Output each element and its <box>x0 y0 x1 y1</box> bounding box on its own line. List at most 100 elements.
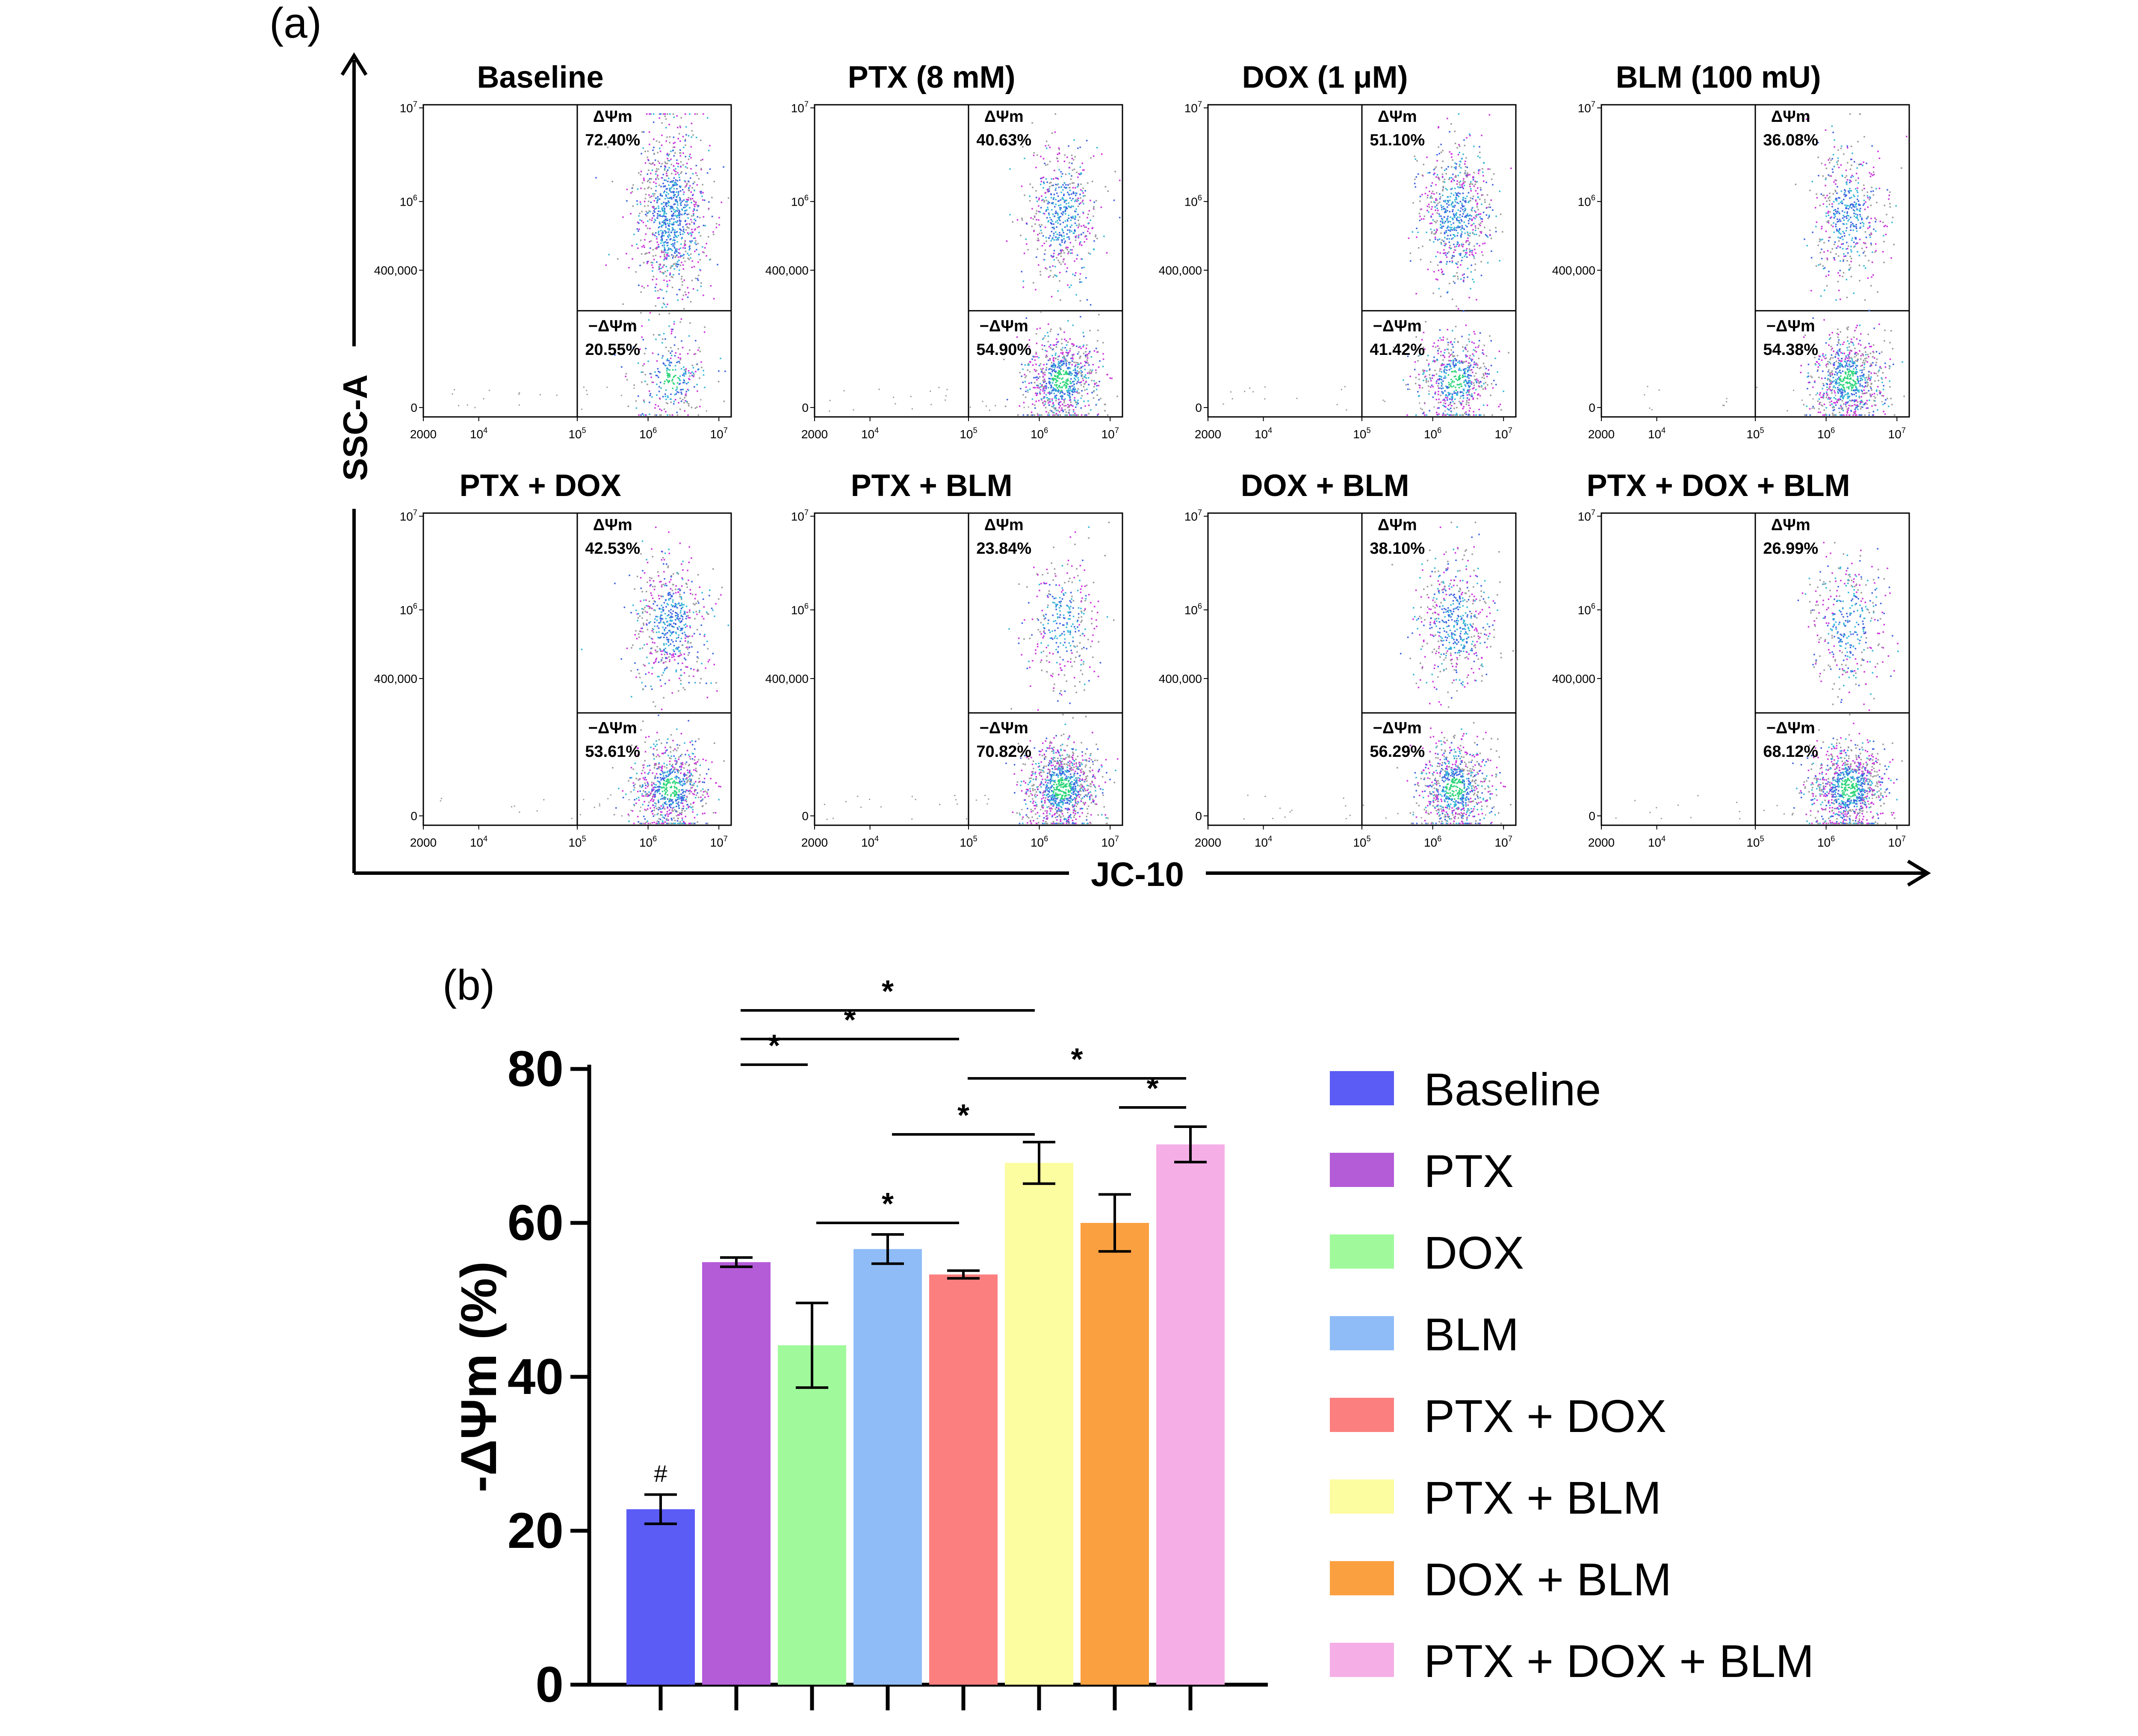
legend-label: BLM <box>1424 1308 1519 1360</box>
gate-lower-label: −ΔΨm <box>1766 317 1815 335</box>
legend-swatch <box>1330 1643 1394 1677</box>
x-tick-label: 2000 <box>1195 836 1221 849</box>
x-tick-label: 106 <box>1424 834 1441 849</box>
gate-upper-label: ΔΨm <box>1771 108 1810 126</box>
gate-lower-label: −ΔΨm <box>588 719 637 737</box>
x-tick-label: 106 <box>1424 426 1441 441</box>
bar-y-tick-label: 60 <box>508 1195 564 1251</box>
y-axis-label-backdrop <box>329 346 381 509</box>
x-tick-label: 107 <box>1101 834 1119 849</box>
y-tick-label: 106 <box>400 194 417 209</box>
flow-plot-title: PTX + DOX + BLM <box>1587 469 1850 503</box>
flow-plot: PTX (8 mM) 107 106 400,000 0 2000 104 105 106 107… <box>765 60 1123 441</box>
x-tick-label: 104 <box>1648 426 1666 441</box>
legend-label: PTX <box>1424 1145 1514 1197</box>
x-tick-label: 107 <box>1888 426 1906 441</box>
panel-a-x-arrowhead <box>1907 859 1931 887</box>
x-tick-label: 2000 <box>1588 428 1615 441</box>
event-dots <box>1223 113 1512 416</box>
flow-plots: Baseline 107 106 400,000 0 2000 104 105 106 107 ΔΨ… <box>374 60 1910 849</box>
x-tick-label: 104 <box>470 426 487 441</box>
bar-y-tick-label: 0 <box>535 1656 564 1713</box>
significance-star: * <box>844 1003 856 1037</box>
y-tick-label: 0 <box>802 401 809 414</box>
x-tick-label: 105 <box>568 834 586 849</box>
significance-star: * <box>1071 1042 1083 1077</box>
y-tick-label: 107 <box>400 508 417 523</box>
significance-star: * <box>882 1187 894 1221</box>
event-dots <box>1644 113 1908 416</box>
bar <box>778 1345 846 1685</box>
gate-lower-label: −ΔΨm <box>1766 719 1815 737</box>
y-tick-label: 400,000 <box>1159 672 1202 685</box>
y-tick-label: 0 <box>802 809 809 823</box>
bar <box>702 1262 771 1685</box>
x-tick-label: 104 <box>861 426 879 441</box>
gate-upper-percent: 40.63% <box>976 131 1031 149</box>
flow-plot: PTX + DOX + BLM 107 106 400,000 0 2000 104 105 1… <box>1552 469 1910 849</box>
gate-lower-label: −ΔΨm <box>1373 719 1422 737</box>
panel-a-y-arrowhead <box>340 52 368 76</box>
gate-lower-percent: 54.38% <box>1763 341 1818 359</box>
y-tick-label: 400,000 <box>1552 264 1595 277</box>
flow-plot-title: BLM (100 mU) <box>1616 60 1821 94</box>
event-dots <box>1615 542 1903 824</box>
y-tick-label: 106 <box>791 602 809 617</box>
y-tick-label: 0 <box>1195 401 1202 414</box>
gate-upper-percent: 36.08% <box>1763 131 1818 149</box>
gate-upper-percent: 42.53% <box>585 540 640 558</box>
x-tick-label: 105 <box>960 834 977 849</box>
bar <box>1156 1144 1225 1685</box>
significance-star: * <box>957 1098 969 1133</box>
gate-lower-percent: 53.61% <box>585 743 640 761</box>
x-tick-label: 105 <box>1353 834 1370 849</box>
y-tick-label: 106 <box>1578 602 1595 617</box>
gate-lower-label: −ΔΨm <box>1373 317 1422 335</box>
legend-label: PTX + DOX <box>1424 1390 1666 1442</box>
significance-star: * <box>768 1029 780 1063</box>
y-tick-label: 107 <box>1184 100 1202 115</box>
flow-plot-title: PTX + DOX <box>460 469 621 503</box>
legend-swatch <box>1330 1561 1394 1595</box>
legend-label: Baseline <box>1424 1063 1601 1115</box>
flow-plot: Baseline 107 106 400,000 0 2000 104 105 106 107 ΔΨ… <box>374 60 732 441</box>
x-tick-label: 104 <box>861 834 879 849</box>
y-tick-label: 400,000 <box>765 264 809 277</box>
bar-y-tick-label: 80 <box>508 1041 564 1097</box>
panel-a-y-axis-label: SSC-A <box>336 375 374 481</box>
gate-lower-percent: 20.55% <box>585 341 640 359</box>
flow-plot: DOX + BLM 107 106 400,000 0 2000 104 105 106 107 Δ… <box>1159 469 1517 849</box>
y-tick-label: 106 <box>791 194 809 209</box>
x-tick-label: 106 <box>639 426 657 441</box>
y-tick-label: 107 <box>1578 508 1595 523</box>
x-tick-label: 106 <box>1817 834 1835 849</box>
flow-plot: BLM (100 mU) 107 106 400,000 0 2000 104 105 106 1… <box>1552 60 1910 441</box>
legend-label: DOX <box>1424 1227 1524 1278</box>
bar <box>853 1249 922 1685</box>
legend-swatch <box>1330 1071 1394 1105</box>
x-tick-label: 106 <box>639 834 657 849</box>
legend-swatch <box>1330 1316 1394 1350</box>
x-tick-label: 105 <box>568 426 586 441</box>
y-tick-label: 400,000 <box>374 672 417 685</box>
x-tick-label: 105 <box>960 426 977 441</box>
y-tick-label: 107 <box>400 100 417 115</box>
gate-upper-label: ΔΨm <box>1378 516 1417 534</box>
event-dots <box>824 522 1119 824</box>
gate-lower-percent: 41.42% <box>1370 341 1425 359</box>
gate-lower-percent: 54.90% <box>976 341 1031 359</box>
x-tick-label: 105 <box>1353 426 1370 441</box>
event-dots <box>452 113 729 416</box>
gate-upper-percent: 26.99% <box>1763 540 1818 558</box>
significance-star: * <box>1146 1072 1158 1106</box>
flow-plot-title: PTX (8 mM) <box>848 60 1016 94</box>
bar <box>1081 1223 1149 1685</box>
bar-y-axis-label: -ΔΨm (%) <box>451 1261 507 1493</box>
gate-upper-label: ΔΨm <box>1771 516 1810 534</box>
y-tick-label: 107 <box>1578 100 1595 115</box>
x-tick-label: 2000 <box>410 836 437 849</box>
legend-label: PTX + DOX + BLM <box>1424 1635 1814 1687</box>
y-tick-label: 400,000 <box>374 264 417 277</box>
y-tick-label: 400,000 <box>765 672 809 685</box>
